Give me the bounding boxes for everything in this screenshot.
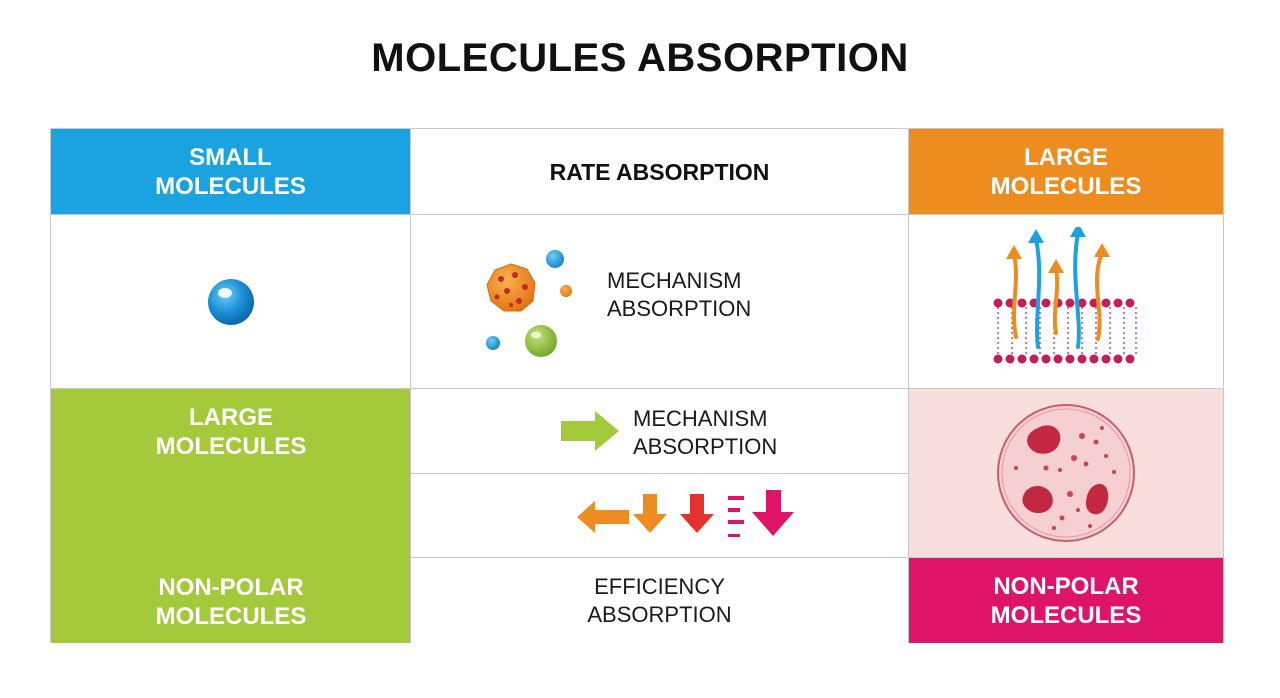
large-molecules-left: LARGE MOLECULES NON-POLAR MOLECULES [51,389,411,643]
cell-image-cell [909,389,1223,558]
mechanism-label-1: MECHANISM ABSORPTION [607,268,752,321]
rate-absorption-label: RATE ABSORPTION [549,158,770,185]
comparison-table: SMALL MOLECULES LARGE MOLECULES NON-POLA… [50,128,1224,643]
nonpolar-molecules-right-label: NON-POLAR MOLECULES [990,572,1142,629]
membrane-cell [909,215,1223,389]
small-molecule-cell [51,215,411,389]
nonpolar-molecules-label: NON-POLAR MOLECULES [155,574,307,630]
green-arrow-right-icon [561,411,619,451]
mechanism-label-2: MECHANISM ABSORPTION [633,406,778,459]
small-molecules-header: SMALL MOLECULES [51,129,411,215]
direction-arrows-icon [577,490,794,537]
rate-absorption-header: RATE ABSORPTION [411,129,909,215]
cell-icon [997,404,1135,542]
large-molecules-label: LARGE MOLECULES [155,404,307,460]
blue-sphere-icon [207,278,254,325]
molecule-cluster-icon [486,250,572,357]
page-title: MOLECULES ABSORPTION [371,36,909,80]
arrows-cell [411,474,909,558]
mechanism-cell-1: MECHANISM ABSORPTION [411,215,909,389]
large-molecules-right-label: LARGE MOLECULES [990,143,1142,200]
cell-membrane-arrows-icon [993,226,1137,363]
mechanism-cell-2: MECHANISM ABSORPTION [411,389,909,474]
efficiency-label: EFFICIENCY ABSORPTION [587,573,732,627]
large-molecules-header: LARGE MOLECULES [909,129,1223,215]
small-molecules-label: SMALL MOLECULES [155,143,306,200]
nonpolar-molecules-header: NON-POLAR MOLECULES [909,558,1223,643]
efficiency-cell: EFFICIENCY ABSORPTION [411,558,909,643]
